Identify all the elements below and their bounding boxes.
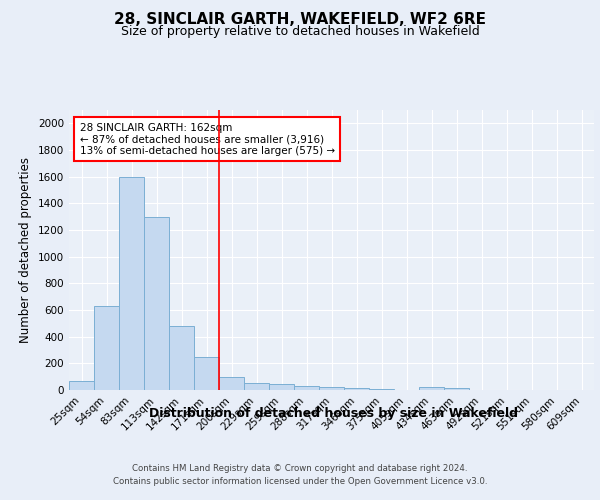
Bar	[94, 306, 119, 390]
Text: 28 SINCLAIR GARTH: 162sqm
← 87% of detached houses are smaller (3,916)
13% of se: 28 SINCLAIR GARTH: 162sqm ← 87% of detac…	[79, 122, 335, 156]
Bar	[369, 388, 394, 390]
Text: Contains HM Land Registry data © Crown copyright and database right 2024.: Contains HM Land Registry data © Crown c…	[132, 464, 468, 473]
Bar	[244, 382, 269, 390]
Bar	[194, 356, 219, 390]
Bar	[169, 326, 194, 390]
Text: Distribution of detached houses by size in Wakefield: Distribution of detached houses by size …	[149, 408, 517, 420]
Y-axis label: Number of detached properties: Number of detached properties	[19, 157, 32, 343]
Bar	[344, 388, 369, 390]
Bar	[69, 382, 94, 390]
Bar	[144, 216, 169, 390]
Text: Contains public sector information licensed under the Open Government Licence v3: Contains public sector information licen…	[113, 478, 487, 486]
Bar	[294, 386, 319, 390]
Text: 28, SINCLAIR GARTH, WAKEFIELD, WF2 6RE: 28, SINCLAIR GARTH, WAKEFIELD, WF2 6RE	[114, 12, 486, 28]
Bar	[319, 388, 344, 390]
Text: Size of property relative to detached houses in Wakefield: Size of property relative to detached ho…	[121, 25, 479, 38]
Bar	[419, 388, 444, 390]
Bar	[444, 388, 469, 390]
Bar	[119, 176, 144, 390]
Bar	[219, 376, 244, 390]
Bar	[269, 384, 294, 390]
